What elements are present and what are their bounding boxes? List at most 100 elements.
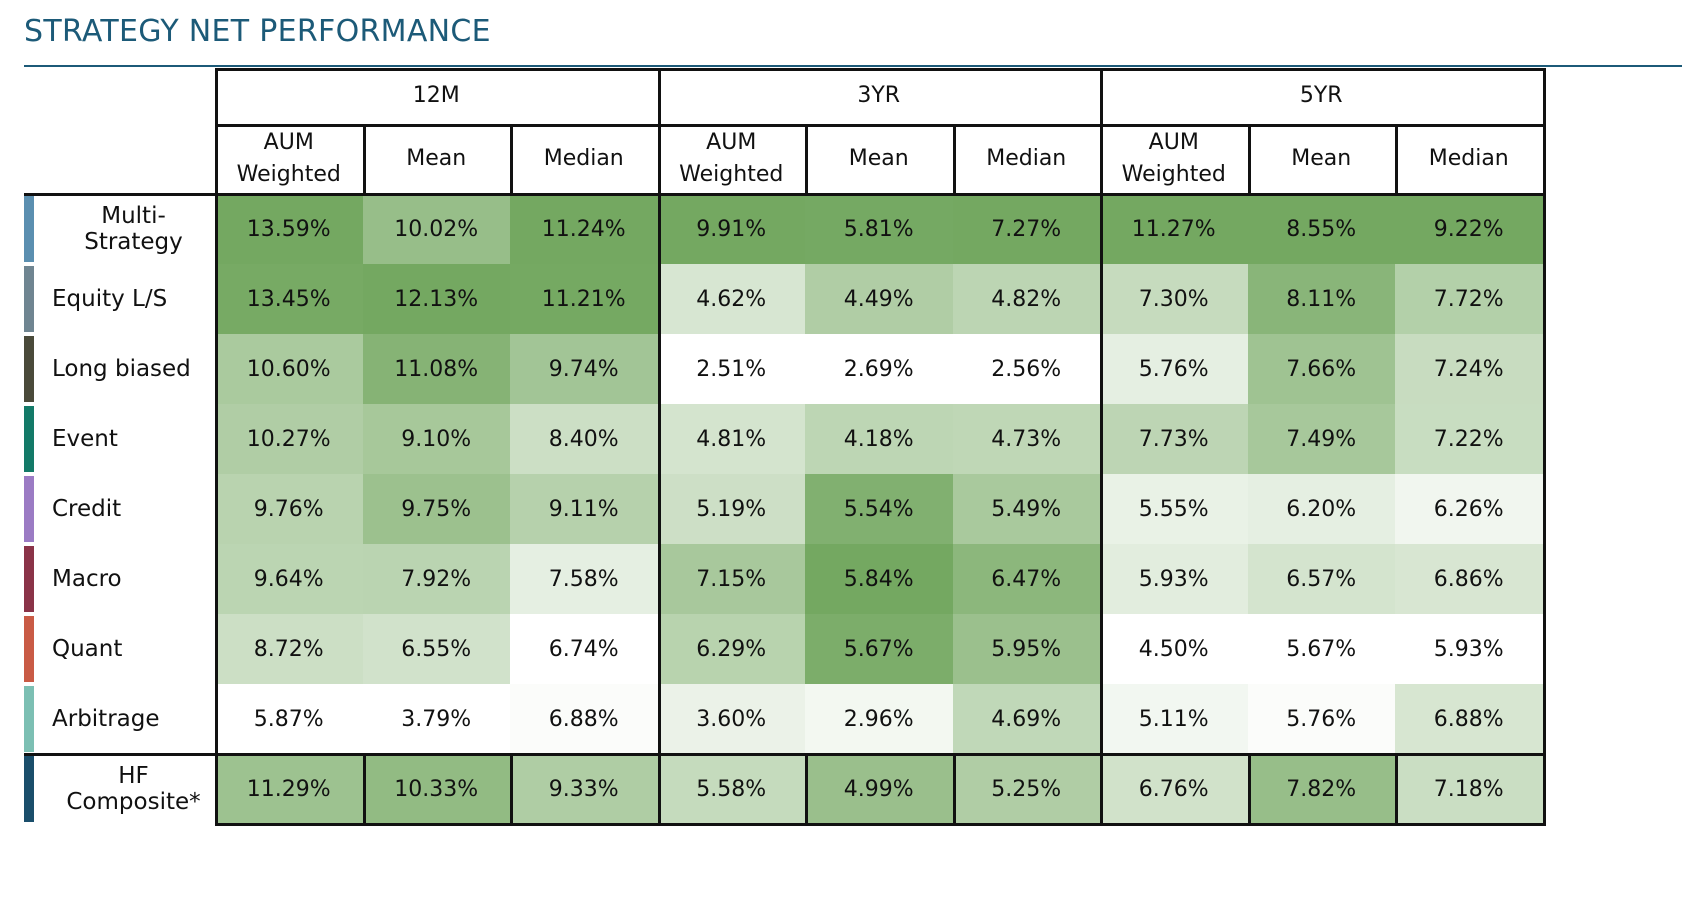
data-cell: 5.11% bbox=[1100, 684, 1248, 754]
vertical-divider bbox=[215, 68, 218, 826]
data-cell: 8.40% bbox=[510, 404, 658, 474]
data-cell: 4.62% bbox=[657, 264, 805, 334]
data-cell: 3.60% bbox=[657, 684, 805, 754]
row-color-swatch bbox=[24, 476, 34, 542]
data-cell: 5.81% bbox=[805, 194, 953, 264]
data-cell: 10.02% bbox=[362, 194, 510, 264]
column-header: Median bbox=[543, 146, 624, 171]
data-cell: 5.93% bbox=[1100, 544, 1248, 614]
data-cell: 12.13% bbox=[362, 264, 510, 334]
data-cell: 8.72% bbox=[215, 614, 363, 684]
table-border-top bbox=[215, 68, 1546, 71]
data-cell: 11.08% bbox=[362, 334, 510, 404]
header-col-divider bbox=[1395, 124, 1398, 194]
data-cell: 7.92% bbox=[362, 544, 510, 614]
column-header: AUM Weighted bbox=[236, 130, 341, 187]
data-cell: 13.45% bbox=[215, 264, 363, 334]
data-cell: 7.66% bbox=[1247, 334, 1395, 404]
data-cell: 9.10% bbox=[362, 404, 510, 474]
data-cell: 6.88% bbox=[510, 684, 658, 754]
row-color-swatch bbox=[24, 546, 34, 612]
data-cell: 7.22% bbox=[1395, 404, 1543, 474]
data-cell: 7.82% bbox=[1247, 754, 1395, 824]
data-cell: 6.86% bbox=[1395, 544, 1543, 614]
row-color-swatch bbox=[24, 686, 34, 752]
vertical-divider bbox=[1542, 68, 1546, 826]
data-cell: 9.76% bbox=[215, 474, 363, 544]
data-cell: 5.95% bbox=[952, 614, 1100, 684]
column-header: Median bbox=[1428, 146, 1509, 171]
data-cell: 9.64% bbox=[215, 544, 363, 614]
data-cell: 7.24% bbox=[1395, 334, 1543, 404]
data-cell: 5.76% bbox=[1247, 684, 1395, 754]
data-cell: 9.33% bbox=[510, 754, 658, 824]
data-cell: 5.93% bbox=[1395, 614, 1543, 684]
row-label: Long biased bbox=[52, 356, 191, 382]
data-cell: 4.49% bbox=[805, 264, 953, 334]
row-label: HF Composite* bbox=[66, 763, 201, 815]
data-cell: 5.19% bbox=[657, 474, 805, 544]
composite-col-divider bbox=[805, 753, 808, 825]
data-cell: 2.51% bbox=[657, 334, 805, 404]
column-header: Mean bbox=[848, 146, 909, 171]
period-header: 3YR bbox=[857, 83, 901, 108]
header-divider bbox=[215, 124, 1546, 127]
row-label: Event bbox=[52, 426, 118, 452]
data-cell: 5.58% bbox=[657, 754, 805, 824]
data-cell: 3.79% bbox=[362, 684, 510, 754]
vertical-divider bbox=[1100, 68, 1103, 826]
data-cell: 7.18% bbox=[1395, 754, 1543, 824]
column-header: Mean bbox=[1291, 146, 1352, 171]
data-cell: 13.59% bbox=[215, 194, 363, 264]
composite-col-divider bbox=[1247, 753, 1251, 825]
header-col-divider bbox=[805, 124, 808, 194]
data-cell: 5.54% bbox=[805, 474, 953, 544]
data-cell: 10.60% bbox=[215, 334, 363, 404]
data-cell: 2.96% bbox=[805, 684, 953, 754]
data-cell: 9.11% bbox=[510, 474, 658, 544]
data-cell: 10.33% bbox=[362, 754, 510, 824]
data-cell: 5.84% bbox=[805, 544, 953, 614]
data-cell: 5.67% bbox=[1247, 614, 1395, 684]
body-top-border bbox=[24, 193, 1546, 196]
data-cell: 11.27% bbox=[1100, 194, 1248, 264]
row-color-swatch bbox=[24, 756, 34, 822]
data-cell: 4.69% bbox=[952, 684, 1100, 754]
data-cell: 5.67% bbox=[805, 614, 953, 684]
data-cell: 11.24% bbox=[510, 194, 658, 264]
composite-col-divider bbox=[1395, 753, 1398, 825]
data-cell: 5.25% bbox=[952, 754, 1100, 824]
composite-col-divider bbox=[952, 753, 956, 825]
data-cell: 7.49% bbox=[1247, 404, 1395, 474]
data-cell: 2.69% bbox=[805, 334, 953, 404]
data-cell: 5.49% bbox=[952, 474, 1100, 544]
data-cell: 2.56% bbox=[952, 334, 1100, 404]
page-title: STRATEGY NET PERFORMANCE bbox=[24, 14, 491, 49]
data-cell: 10.27% bbox=[215, 404, 363, 474]
row-label: Arbitrage bbox=[52, 706, 160, 732]
data-cell: 6.57% bbox=[1247, 544, 1395, 614]
data-cell: 8.11% bbox=[1247, 264, 1395, 334]
data-cell: 5.76% bbox=[1100, 334, 1248, 404]
composite-col-divider bbox=[362, 753, 366, 825]
data-cell: 9.74% bbox=[510, 334, 658, 404]
data-cell: 4.81% bbox=[657, 404, 805, 474]
data-cell: 4.50% bbox=[1100, 614, 1248, 684]
row-color-swatch bbox=[24, 616, 34, 682]
header-col-divider bbox=[510, 124, 513, 194]
column-header: Mean bbox=[406, 146, 467, 171]
column-header: Median bbox=[986, 146, 1067, 171]
header-col-divider bbox=[952, 124, 956, 194]
data-cell: 6.26% bbox=[1395, 474, 1543, 544]
data-cell: 6.47% bbox=[952, 544, 1100, 614]
data-cell: 6.55% bbox=[362, 614, 510, 684]
data-cell: 9.91% bbox=[657, 194, 805, 264]
data-cell: 4.82% bbox=[952, 264, 1100, 334]
data-cell: 6.76% bbox=[1100, 754, 1248, 824]
data-cell: 6.29% bbox=[657, 614, 805, 684]
row-label: Equity L/S bbox=[52, 286, 168, 312]
column-header: AUM Weighted bbox=[679, 130, 784, 187]
table-border-bottom bbox=[215, 823, 1546, 826]
data-cell: 7.30% bbox=[1100, 264, 1248, 334]
